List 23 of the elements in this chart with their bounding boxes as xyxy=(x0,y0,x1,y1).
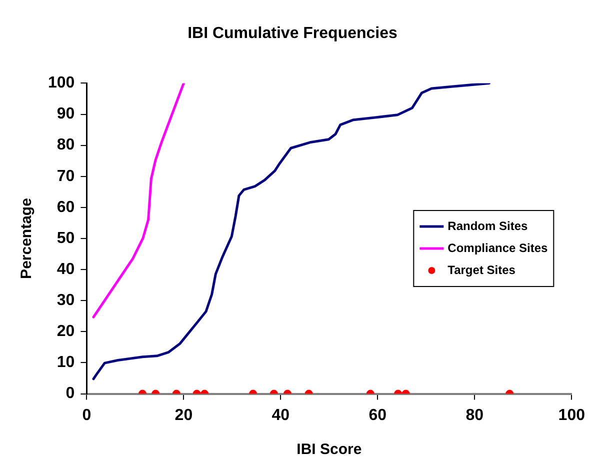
y-tick-label: 20 xyxy=(56,323,75,340)
y-tick-label: 0 xyxy=(66,385,75,402)
x-tick-label: 100 xyxy=(558,406,586,424)
legend-label: Compliance Sites xyxy=(448,240,548,255)
y-axis-title: Percentage xyxy=(18,198,36,279)
y-tick-label: 70 xyxy=(56,168,75,185)
y-tick-label: 10 xyxy=(56,354,75,372)
x-tick-label: 80 xyxy=(466,406,484,424)
y-tick-label: 50 xyxy=(56,230,75,247)
x-tick-label: 0 xyxy=(82,406,92,424)
legend-label: Random Sites xyxy=(448,218,528,233)
chart-title: IBI Cumulative Frequencies xyxy=(188,25,398,42)
y-tick-label: 90 xyxy=(56,106,75,123)
x-tick-label: 60 xyxy=(368,406,387,424)
y-tick-label: 30 xyxy=(56,292,75,310)
x-axis-title: IBI Score xyxy=(296,441,362,458)
x-tick-label: 20 xyxy=(174,406,193,424)
y-tick-label: 40 xyxy=(56,260,75,278)
y-tick-label: 60 xyxy=(56,198,75,216)
x-tick-label: 40 xyxy=(272,406,290,424)
y-tick-label: 100 xyxy=(48,74,75,92)
y-tick-label: 80 xyxy=(56,136,75,154)
legend-label: Target Sites xyxy=(448,262,516,277)
